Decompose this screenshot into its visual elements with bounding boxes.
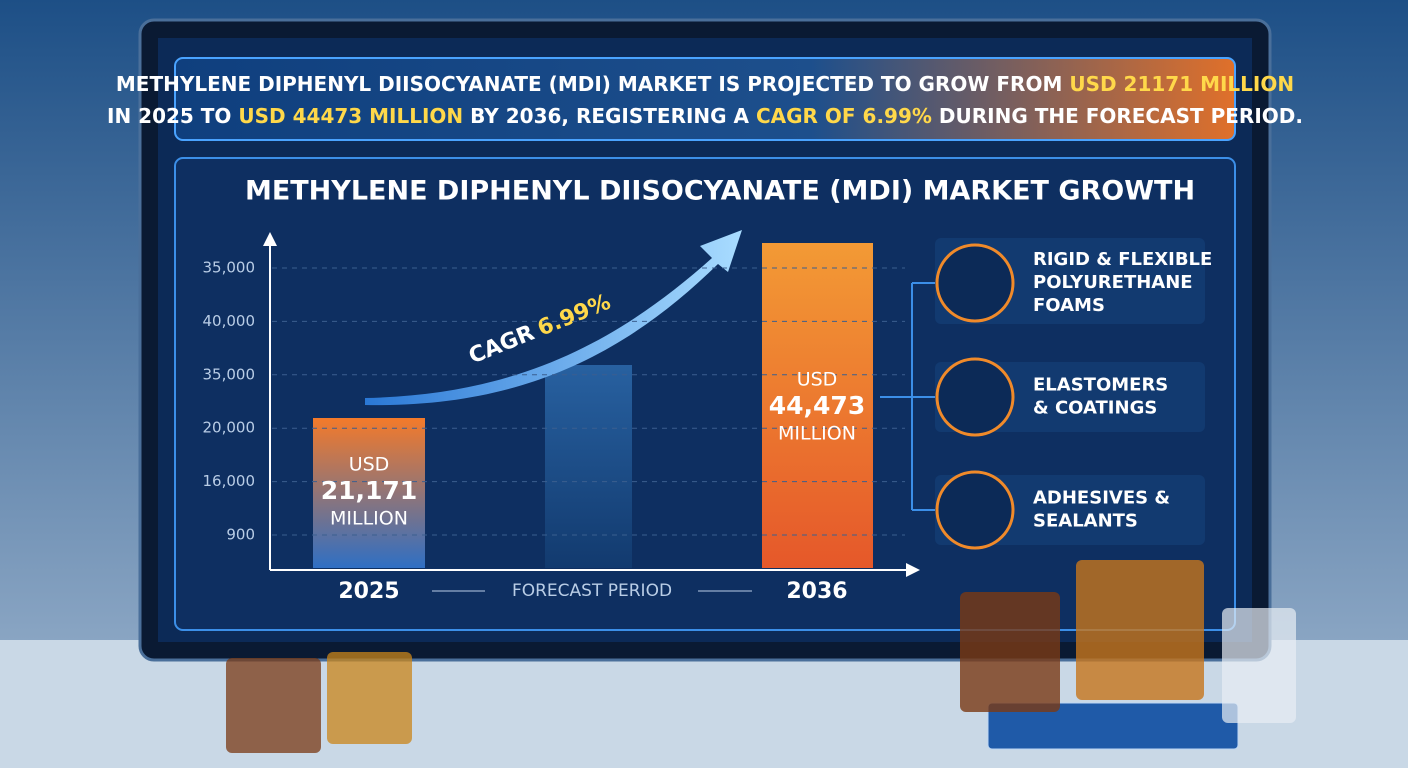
ghost-bar: [545, 365, 632, 568]
connector: [880, 282, 935, 511]
banner-text: METHYLENE DIPHENYL DIISOCYANATE (MDI) MA…: [107, 72, 1303, 128]
banner: [174, 57, 1236, 141]
banner-highlight: USD 21171 MILLION: [1069, 72, 1294, 96]
x-tick-label: 2025: [338, 579, 399, 604]
beaker: [1076, 560, 1204, 700]
banner-highlight: CAGR OF 6.99%: [756, 104, 932, 128]
bar-label: USD: [349, 454, 390, 476]
panel-title: METHYLENE DIPHENYL DIISOCYANATE (MDI) MA…: [245, 176, 1195, 207]
icon-workers: [935, 470, 1015, 550]
bar: [762, 243, 873, 568]
y-tick-label: 35,000: [203, 365, 256, 383]
y-tick-label: 16,000: [203, 472, 256, 490]
application-label: ADHESIVES &: [1033, 488, 1170, 509]
bar-label: USD: [797, 369, 838, 391]
axis-arrow: [906, 563, 920, 577]
bar-label: MILLION: [330, 508, 408, 530]
bottle: [1222, 608, 1296, 723]
banner-line: IN 2025 TO USD 44473 MILLION BY 2036, RE…: [107, 104, 1303, 128]
application-label: POLYURETHANE: [1033, 272, 1193, 293]
application-label: & COATINGS: [1033, 398, 1157, 419]
beaker: [226, 658, 321, 753]
banner-segment: BY 2036, REGISTERING A: [463, 104, 756, 128]
banner-segment: DURING THE FORECAST PERIOD.: [932, 104, 1303, 128]
y-tick-label: 20,000: [203, 419, 256, 437]
banner-line: METHYLENE DIPHENYL DIISOCYANATE (MDI) MA…: [116, 72, 1294, 96]
y-tick-label: 35,000: [203, 259, 256, 277]
desk-panel: [987, 702, 1239, 750]
application-label: FOAMS: [1033, 295, 1105, 316]
bar-label: 21,171: [321, 476, 417, 505]
bar-label: 44,473: [769, 391, 865, 420]
icon-shoes: [935, 357, 1015, 437]
growth-arrow: [365, 230, 742, 406]
banner-segment: METHYLENE DIPHENYL DIISOCYANATE (MDI) MA…: [116, 72, 1069, 96]
bar: [313, 418, 425, 568]
application-label: RIGID & FLEXIBLE: [1033, 249, 1212, 270]
x-tick-label: 2036: [786, 579, 847, 604]
y-tick-label: 900: [226, 526, 255, 544]
y-tick-label: 40,000: [203, 312, 256, 330]
forecast-label: FORECAST PERIOD: [512, 581, 672, 601]
icon-foam: [935, 243, 1015, 323]
beaker: [327, 652, 412, 744]
application-label: SEALANTS: [1033, 511, 1138, 532]
axis-arrow: [263, 232, 277, 246]
beaker: [960, 592, 1060, 712]
bar-label: MILLION: [778, 423, 856, 445]
banner-highlight: USD 44473 MILLION: [238, 104, 463, 128]
banner-segment: IN 2025 TO: [107, 104, 238, 128]
application-label: ELASTOMERS: [1033, 375, 1168, 396]
